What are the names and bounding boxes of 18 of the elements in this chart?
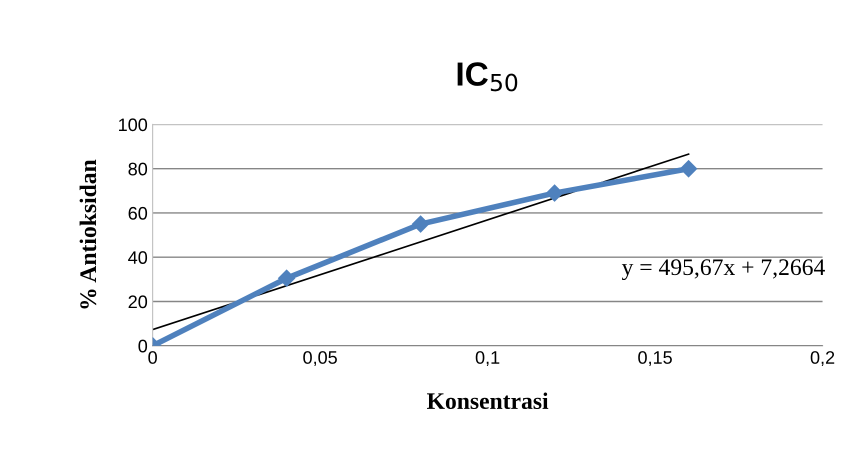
x-tick-label: 0,2: [810, 351, 834, 366]
y-tick-label: 20: [128, 295, 148, 308]
x-tick-label: 0,05: [303, 351, 337, 366]
x-tick-label: 0: [148, 351, 157, 364]
x-tick-label: 0,1: [476, 351, 500, 366]
point: [412, 215, 430, 233]
x-tick-label: 0,15: [638, 351, 672, 366]
y-tick-label: 40: [128, 251, 148, 264]
point: [680, 160, 698, 178]
y-axis-title: % Antioksidan: [80, 160, 96, 308]
y-tick-label: 60: [128, 206, 148, 220]
point: [546, 184, 564, 202]
y-tick-label: 0: [138, 340, 148, 352]
annotation: y = 495,67x + 7,2664: [622, 259, 825, 280]
y-tick-label: 80: [128, 162, 148, 176]
y-tick-label: 100: [119, 118, 148, 132]
x-axis-title: Konsentrasi: [427, 392, 548, 410]
chart-title: IC$_{50}$: [458, 62, 518, 92]
